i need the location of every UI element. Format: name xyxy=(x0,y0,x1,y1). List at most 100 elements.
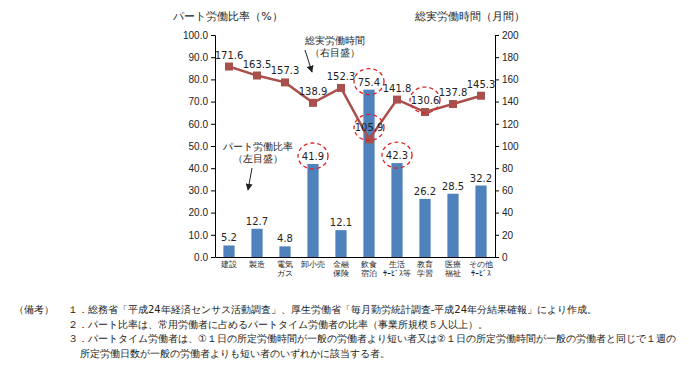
marker xyxy=(309,99,317,107)
y2-tick-label: 200 xyxy=(502,30,519,41)
y2-tick-mark xyxy=(495,57,499,58)
x-tick-label: 電気ガス xyxy=(277,260,293,278)
y2-tick-mark xyxy=(495,146,499,147)
y-axis-line xyxy=(211,36,216,258)
y2-tick: 60 xyxy=(495,185,514,196)
y2-tick-label: 20 xyxy=(502,230,514,241)
y-tick-label: 10.0 xyxy=(189,230,209,241)
y-tick-label: 80.0 xyxy=(189,74,209,85)
x-tick-label: 卸小売 xyxy=(301,260,325,269)
data-label: 32.2 xyxy=(470,173,492,184)
y-tick: 0.0 xyxy=(194,252,215,263)
y2-tick-mark xyxy=(495,235,499,236)
y2-tick: 100 xyxy=(495,141,519,152)
x-tick-label: 教育学習 xyxy=(417,260,433,278)
y2-tick: 20 xyxy=(495,230,514,241)
y2-tick-label: 60 xyxy=(502,185,514,196)
data-label: 26.2 xyxy=(414,186,436,197)
data-labels: 5.212.74.841.912.175.442.326.228.532.217… xyxy=(215,50,496,245)
x-tick-label: 生活ｻｰﾋﾞｽ等 xyxy=(383,260,411,278)
chart: 0.0 10.0 20.0 30.0 40.0 50.0 60.0 70.0 80.0 90.0 1… xyxy=(0,0,689,376)
x-tick: 電気ガス xyxy=(277,257,293,278)
y-tick-mark xyxy=(211,124,215,125)
data-label: 171.6 xyxy=(215,50,244,61)
y-tick: 10.0 xyxy=(189,230,215,241)
data-label: 12.1 xyxy=(330,217,352,228)
y-tick-label: 100.0 xyxy=(183,30,208,41)
x-tick: 金融保険 xyxy=(333,257,349,278)
y-tick: 60.0 xyxy=(189,119,215,130)
highlight-circle xyxy=(354,69,384,95)
marker xyxy=(421,108,429,116)
x-tick-label: 製造 xyxy=(249,260,265,269)
y-tick-mark xyxy=(211,235,215,236)
annotation-line: （左目盛） xyxy=(233,153,283,164)
annotation-line: （右目盛） xyxy=(310,47,360,58)
data-label: 163.5 xyxy=(243,59,272,70)
y2-axis-line xyxy=(496,36,500,258)
data-label: 145.3 xyxy=(467,79,496,90)
annotation: 総実労働時間（右目盛） xyxy=(304,35,365,58)
y2-tick-mark xyxy=(495,213,499,214)
plot-area xyxy=(223,63,486,257)
y2-tick-label: 180 xyxy=(502,52,519,63)
y2-tick-label: 140 xyxy=(502,96,519,107)
x-tick: 医療福祉 xyxy=(445,257,461,278)
data-label: 41.9 xyxy=(302,151,324,162)
data-label: 105.9 xyxy=(355,122,384,133)
x-tick-label: その他ｻｰﾋﾞｽ xyxy=(469,260,493,278)
x-tick-label: 建設 xyxy=(220,260,237,269)
data-label: 130.6 xyxy=(411,95,440,106)
marker xyxy=(281,78,289,86)
data-label: 5.2 xyxy=(221,232,237,243)
y2-tick-label: 0 xyxy=(502,252,508,263)
y-tick-mark xyxy=(211,79,215,80)
x-tick: 製造 xyxy=(249,257,265,269)
y-tick: 40.0 xyxy=(189,163,215,174)
marker xyxy=(253,72,261,80)
y2-tick-mark xyxy=(495,257,499,258)
y-tick: 50.0 xyxy=(189,141,215,152)
y2-tick-mark xyxy=(495,168,499,169)
x-tick: 飲食宿泊 xyxy=(361,257,377,278)
y-tick-label: 40.0 xyxy=(189,163,209,174)
y-tick-label: 30.0 xyxy=(189,185,209,196)
y-tick-label: 20.0 xyxy=(189,207,209,218)
y-tick: 90.0 xyxy=(189,52,215,63)
y2-tick-label: 160 xyxy=(502,74,519,85)
y2-tick: 120 xyxy=(495,119,519,130)
bar xyxy=(335,230,346,257)
bar xyxy=(223,245,234,257)
y2-tick-label: 40 xyxy=(502,207,514,218)
y2-tick: 40 xyxy=(495,207,514,218)
y2-tick-mark xyxy=(495,35,499,36)
highlight-circle xyxy=(410,87,440,113)
bar xyxy=(279,246,290,257)
annotation-arrow xyxy=(248,168,252,190)
annotation-arrow xyxy=(305,50,312,72)
y-tick-mark xyxy=(211,146,215,147)
x-axis: 建設 製造 電気ガス卸小売金融保険飲食宿泊生活ｻｰﾋﾞｽ等教育学習医療福祉その他ｻｰ… xyxy=(216,257,496,278)
y2-tick-mark xyxy=(495,190,499,191)
x-tick: 卸小売 xyxy=(301,257,325,269)
y-axis-title: パート労働比率（%） xyxy=(172,10,282,23)
line xyxy=(229,67,481,140)
marker xyxy=(337,84,345,92)
y-tick-label: 70.0 xyxy=(189,96,209,107)
y2-axis-title: 総実労働時間（月間） xyxy=(414,10,525,23)
y2-tick: 200 xyxy=(495,30,519,41)
data-label: 137.8 xyxy=(439,87,468,98)
marker xyxy=(477,92,485,100)
y-axis: 0.0 10.0 20.0 30.0 40.0 50.0 60.0 70.0 80.0 90.0 1… xyxy=(183,30,216,263)
x-axis-line xyxy=(216,257,496,258)
data-label: 4.8 xyxy=(277,233,293,244)
y-tick-label: 90.0 xyxy=(189,52,209,63)
data-label: 42.3 xyxy=(386,150,408,161)
data-label: 12.7 xyxy=(246,216,268,227)
y-tick-mark xyxy=(211,35,215,36)
x-tick: 教育学習 xyxy=(417,257,433,278)
data-label: 75.4 xyxy=(358,77,380,88)
annotation-line: パート労働比率 xyxy=(222,141,293,152)
y-tick: 20.0 xyxy=(189,207,215,218)
highlights xyxy=(298,69,440,169)
